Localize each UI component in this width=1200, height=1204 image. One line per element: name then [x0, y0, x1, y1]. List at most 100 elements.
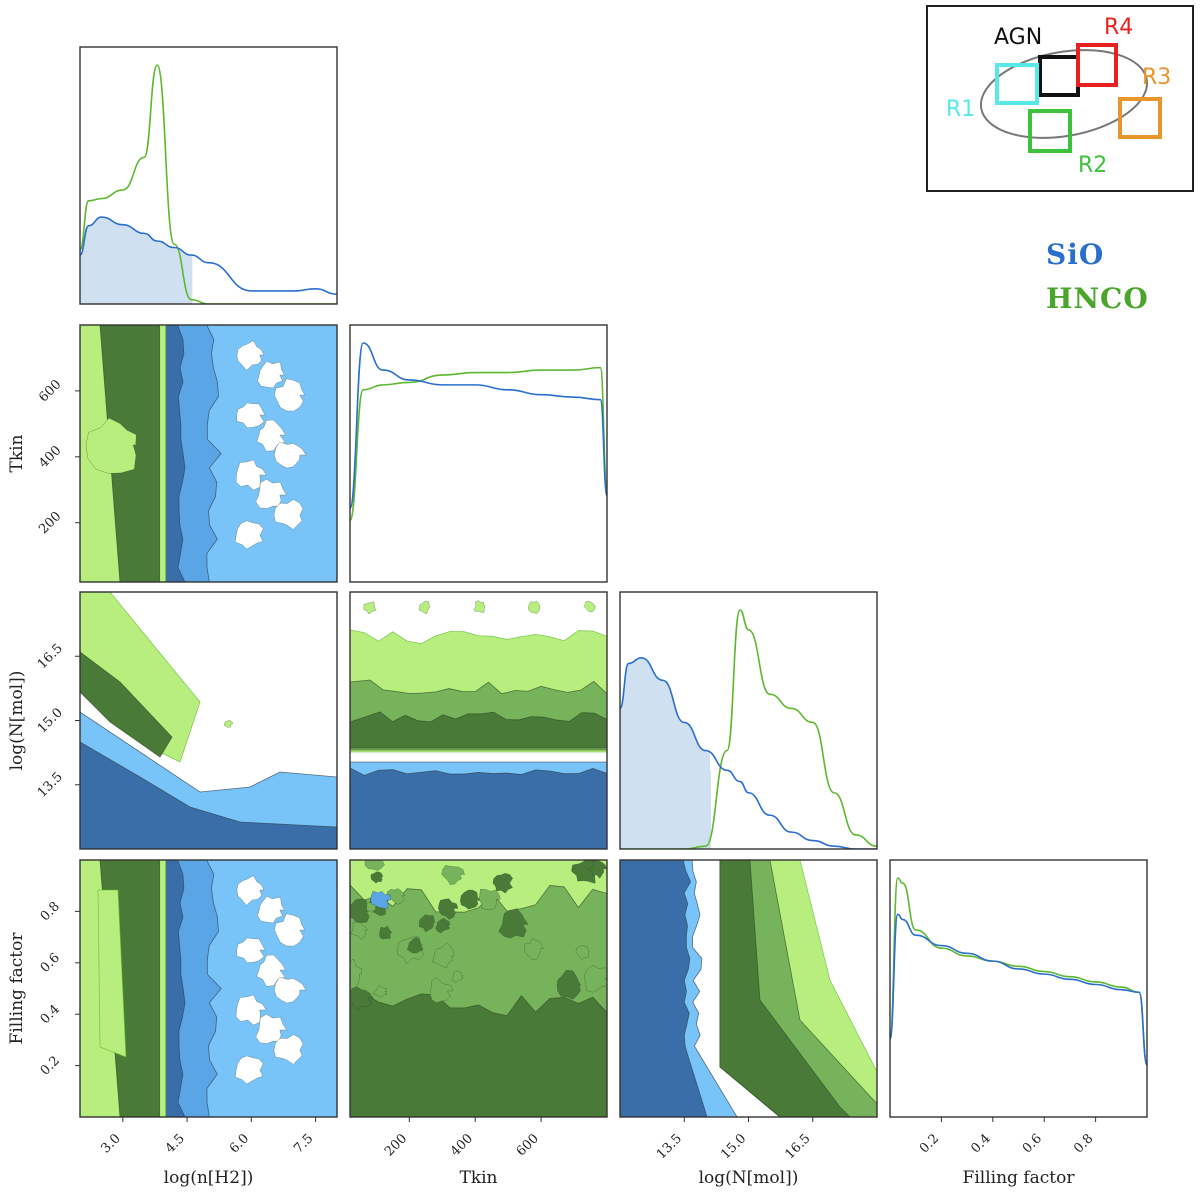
panel-frame [79, 324, 338, 583]
region-box-agn [1038, 55, 1080, 97]
y-tick-label: 200 [36, 509, 64, 537]
x-tick-label: 13.5 [654, 1131, 685, 1162]
panel-frame [79, 859, 338, 1118]
contour-log-n-h2-vs-filling-factor [79, 859, 338, 1118]
contour-island [430, 977, 454, 1004]
y-axis-label-filling-factor: Filling factor [7, 932, 27, 1045]
x-tick-label: 0.2 [917, 1131, 942, 1156]
contour-island [523, 938, 545, 960]
panel-frame [619, 591, 878, 850]
empty-region [273, 1034, 304, 1065]
empty-region [235, 459, 267, 491]
region-map-inset: AGN R4 R3 R1 R2 [926, 5, 1194, 192]
sio-marginal-line [890, 913, 1147, 1066]
contour-log-n-h2-vs-tkin [79, 324, 338, 583]
contour-island [386, 888, 406, 905]
empty-region [273, 976, 307, 1004]
marginal-tkin [349, 324, 608, 583]
hnco-contour-outer-patch [418, 600, 431, 615]
empty-region [274, 913, 306, 947]
contour-log-n-mol-vs-filling-factor [619, 859, 878, 1118]
y-tick-label: 0.8 [38, 899, 63, 924]
panel-frame [349, 859, 608, 1118]
empty-region [257, 360, 285, 389]
contour-log-n-h2-vs-tkin-contours [80, 325, 337, 582]
sio-contour-inner [80, 741, 337, 849]
y-axis-label-log-n-mol: log(N[mol]) [7, 671, 27, 771]
x-tick-label: 600 [514, 1131, 542, 1159]
marginal-log-n-h2 [79, 46, 338, 305]
region-box-r3 [1118, 97, 1162, 139]
region-label-agn: AGN [994, 25, 1043, 50]
empty-region [255, 1014, 287, 1044]
sio-contour-inner [620, 860, 708, 1117]
hnco-contour-outer-patch [224, 719, 234, 728]
sio-credible-region [80, 217, 192, 304]
sio-marginal-line [80, 216, 337, 296]
contour-island [379, 925, 393, 940]
region-box-r1 [995, 63, 1039, 105]
x-tick-label: 0.8 [1071, 1131, 1096, 1156]
hnco-contour-inner [719, 860, 851, 1117]
region-map [979, 43, 1162, 153]
contour-island [438, 898, 459, 920]
hnco-contour-inner [350, 992, 607, 1117]
hnco-contour-outer-patch [85, 417, 137, 474]
empty-region [234, 520, 264, 550]
contour-island [587, 860, 607, 879]
panel-frame [79, 46, 338, 305]
contour-island [407, 936, 424, 954]
x-axis-label-filling-factor: Filling factor [963, 1168, 1076, 1188]
panel-frame [349, 324, 608, 583]
hnco-marginal-line [350, 366, 607, 522]
y-tick-label: 15.0 [35, 705, 66, 736]
contour-island [350, 958, 362, 989]
region-label-r3: R3 [1142, 65, 1172, 90]
y-tick-label: 13.5 [35, 770, 66, 801]
x-axis-label-tkin: Tkin [459, 1168, 497, 1188]
sio-credible-region [620, 657, 710, 849]
y-tick-label: 0.6 [38, 951, 63, 976]
x-tick-label: 15.0 [718, 1131, 749, 1162]
y-tick-label: 400 [36, 443, 64, 471]
contour-island [584, 964, 607, 993]
hnco-contour-inner [350, 711, 607, 749]
hnco-contour-outer-patch [528, 600, 541, 614]
contour-island [432, 942, 455, 969]
contour-island [441, 865, 465, 886]
y-axis-label-tkin: Tkin [7, 434, 27, 472]
empty-region [274, 378, 306, 412]
contour-log-n-h2-vs-log-n-mol-contours [80, 592, 337, 849]
x-tick-label: 16.5 [782, 1131, 813, 1162]
legend-entry-hnco: HNCO [1046, 282, 1149, 315]
contour-island [350, 986, 374, 1011]
empty-region [273, 499, 304, 530]
contour-island [492, 873, 514, 894]
marginal-filling-factor [889, 859, 1148, 1118]
hnco-marginal-line [80, 64, 337, 304]
sio-marginal-line [620, 656, 877, 849]
x-tick-label: 7.5 [291, 1131, 316, 1156]
region-label-r4: R4 [1104, 15, 1134, 40]
empty-region [235, 994, 267, 1026]
y-tick-label: 0.4 [38, 1002, 63, 1027]
empty-region [236, 402, 266, 428]
contour-island [498, 908, 529, 939]
marginal-tkin-contours [350, 342, 607, 522]
panel-frame [349, 591, 608, 850]
contour-island [370, 871, 383, 884]
contour-tkin-vs-log-n-mol-contours [350, 600, 607, 849]
contour-island [460, 889, 481, 910]
x-axis-label-log-n-h2: log(n[H2]) [164, 1168, 254, 1188]
empty-region [256, 419, 286, 452]
x-tick-label: 3.0 [98, 1131, 123, 1156]
region-label-r2: R2 [1078, 153, 1108, 178]
contour-island [452, 970, 464, 983]
x-tick-label: 0.4 [968, 1131, 993, 1156]
contour-log-n-mol-vs-filling-factor-contours [620, 860, 877, 1117]
contour-island [556, 969, 582, 1000]
empty-region [273, 441, 307, 469]
panel-frame [889, 859, 1148, 1118]
empty-region [257, 895, 285, 924]
